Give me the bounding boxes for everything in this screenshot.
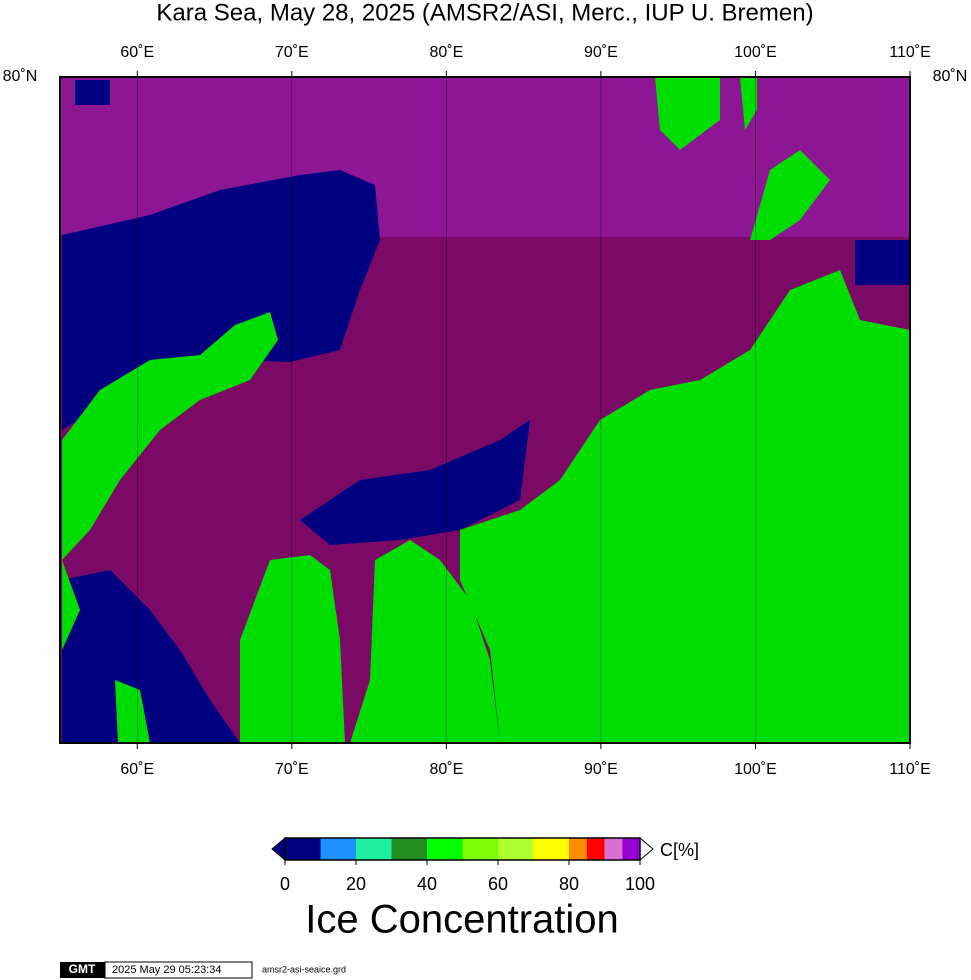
colorbar-unit: C[%] [660,840,699,860]
footer: GMT 2025 May 29 05:23:34 amsr2-asi-seaic… [60,961,346,979]
colorbar-tick-label: 60 [488,874,508,894]
colorbar-bin [356,838,392,860]
open-water [300,420,530,545]
land [62,560,80,650]
colorbar-bin [462,838,498,860]
lon-label: 80˚E [429,761,463,778]
colorbar-bin [391,838,427,860]
colorbar-bin [533,838,569,860]
lon-label: 90˚E [584,761,618,778]
lon-label: 80˚E [429,44,463,61]
lon-label: 90˚E [584,44,618,61]
lon-label: 60˚E [120,761,154,778]
colorbar-bin [498,838,534,860]
lon-label: 110˚E [889,44,931,61]
colorbar-bin [427,838,463,860]
open-water [62,570,240,743]
lon-label: 100˚E [734,761,777,778]
lon-label: 70˚E [275,44,309,61]
colorbar: 0 20 40 60 80 100 [271,836,655,894]
open-water [855,240,910,285]
colorbar-tick-label: 20 [346,874,366,894]
open-water [75,80,110,105]
lon-label: 100˚E [734,44,777,61]
file-name: amsr2-asi-seaice.grd [262,964,346,974]
colorbar-bin [586,838,605,860]
colorbar-tick-label: 40 [417,874,437,894]
colorbar-bin [569,838,587,860]
open-water [62,170,380,430]
timestamp-box [104,961,253,979]
land-taymyr [460,270,910,743]
logo-box [60,962,105,978]
lon-axis: 60˚E 60˚E 70˚E 70˚E 80˚E 80˚E 90˚E 90˚E 100˚E 100… [120,44,930,778]
land [740,77,757,130]
lat-label: 80˚N [3,68,38,85]
colorbar-bin [320,838,356,860]
land-yamal [240,555,345,743]
colorbar-tick-label: 100 [625,874,655,894]
colorbar-bin [604,838,623,860]
colorbar-tick-label: 0 [280,874,290,894]
timestamp: 2025 May 29 05:23:34 [112,964,221,976]
lon-label: 70˚E [275,761,309,778]
colorbar-tick-label: 80 [559,874,579,894]
land-gydan [350,540,500,743]
map-area: 80˚N 80˚N [3,68,968,744]
land-severnaya-zemlya [750,150,830,240]
colorbar-label: Ice Concentration [305,898,619,942]
colorbar-frame [284,837,641,861]
colorbar-bin [622,838,640,860]
colorbar-over [639,836,654,862]
lat-label: 80˚N [933,68,968,85]
logo: GMT [69,962,96,976]
land-severnaya-zemlya [655,77,720,150]
land-novaya-zemlya [62,312,278,560]
lon-label: 110˚E [889,761,931,778]
lon-label: 60˚E [120,44,154,61]
land [115,680,150,743]
colorbar-under [271,836,286,862]
colorbar-bin [285,838,321,860]
title: Kara Sea, May 28, 2025 (AMSR2/ASI, Merc.… [156,0,813,26]
